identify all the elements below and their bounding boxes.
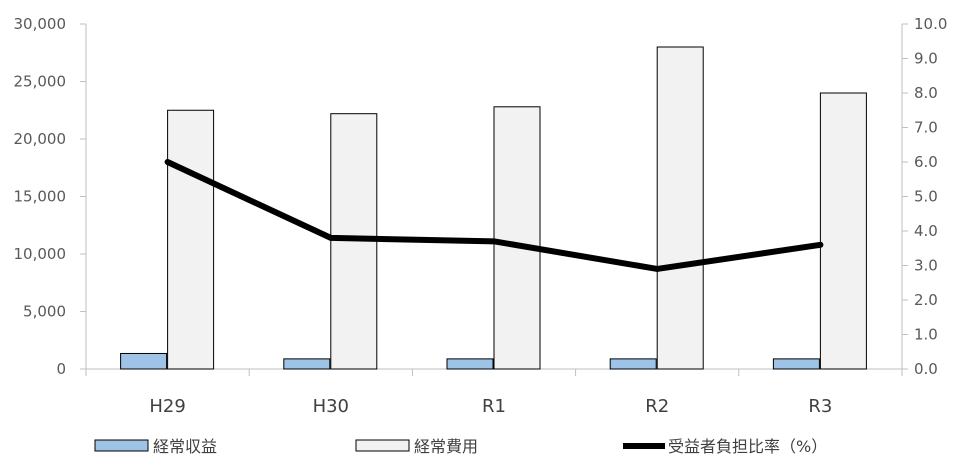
line-series xyxy=(164,159,824,272)
right-tick-label: 10.0 xyxy=(914,15,947,33)
right-tick-label: 4.0 xyxy=(914,222,938,240)
right-tick-label: 0.0 xyxy=(914,360,938,378)
right-tick-label: 3.0 xyxy=(914,257,938,275)
legend: 経常収益 経常費用 受益者負担比率（%） xyxy=(94,437,827,456)
bars xyxy=(120,46,867,370)
left-tick-label: 5,000 xyxy=(23,303,66,321)
right-tick-label: 7.0 xyxy=(914,119,938,137)
x-tick-label: R2 xyxy=(645,396,669,417)
bar-expense xyxy=(656,46,704,370)
legend-label-ratio: 受益者負担比率（%） xyxy=(668,437,827,456)
x-tick-label: H30 xyxy=(313,396,349,417)
bar-revenue xyxy=(283,358,331,370)
bar-expense xyxy=(167,109,215,370)
right-axis: 0.0 1.0 2.0 3.0 4.0 5.0 6.0 7.0 8.0 9.0 10.0 xyxy=(901,15,947,378)
x-tick-label: H29 xyxy=(149,396,185,417)
left-tick-label: 25,000 xyxy=(14,73,67,91)
right-tick-label: 8.0 xyxy=(914,84,938,102)
bar-expense xyxy=(819,92,867,370)
legend-swatch-revenue xyxy=(94,439,149,452)
left-tick-label: 0 xyxy=(56,360,66,378)
bar-revenue xyxy=(609,358,657,370)
right-tick-label: 5.0 xyxy=(914,188,938,206)
left-tick-label: 30,000 xyxy=(14,15,67,33)
bar-revenue xyxy=(772,358,820,370)
x-tick-label: R3 xyxy=(808,396,832,417)
left-axis: 0 5,000 10,000 15,000 20,000 25,000 30,000 xyxy=(14,15,87,378)
left-tick-label: 10,000 xyxy=(14,245,67,263)
legend-label-expense: 経常費用 xyxy=(414,437,478,456)
legend-swatch-expense xyxy=(355,439,410,452)
legend-label-revenue: 経常収益 xyxy=(153,437,217,456)
right-tick-label: 6.0 xyxy=(914,153,938,171)
bar-expense xyxy=(493,106,541,370)
bar-revenue xyxy=(446,358,494,370)
left-tick-label: 20,000 xyxy=(14,130,67,148)
left-tick-label: 15,000 xyxy=(14,188,67,206)
right-tick-label: 1.0 xyxy=(914,326,938,344)
right-tick-label: 2.0 xyxy=(914,291,938,309)
right-tick-label: 9.0 xyxy=(914,50,938,68)
x-tick-label: R1 xyxy=(482,396,506,417)
x-axis: H29 H30 R1 R2 R3 xyxy=(85,368,903,417)
bar-revenue xyxy=(120,352,168,370)
